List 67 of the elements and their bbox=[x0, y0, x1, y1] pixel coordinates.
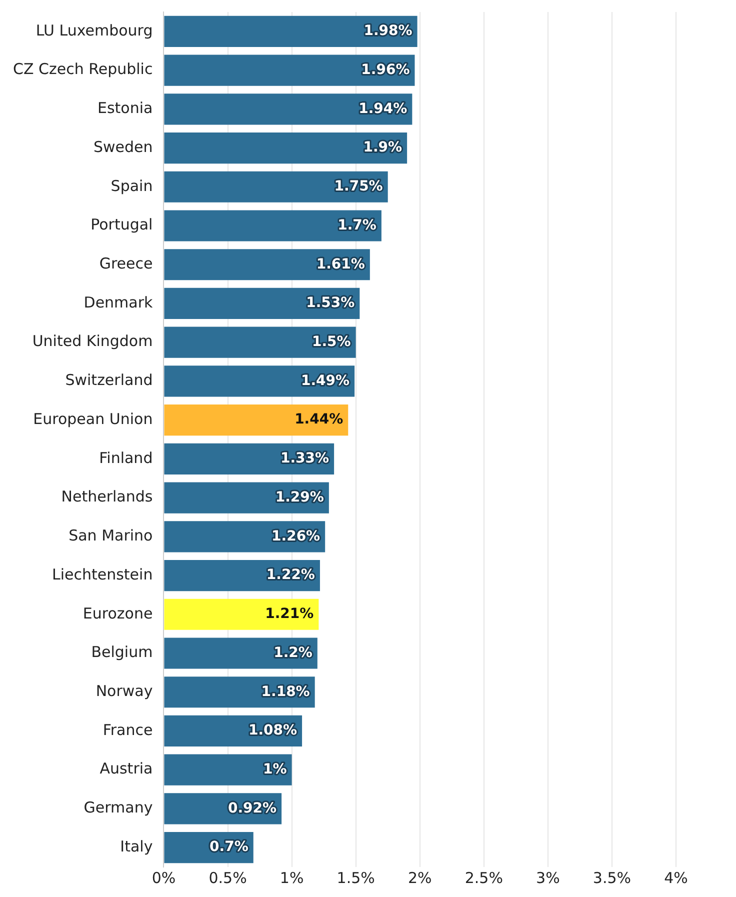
y-tick-label: LU Luxembourg bbox=[36, 21, 153, 40]
bar bbox=[164, 16, 418, 47]
data-label: 1.61% bbox=[316, 256, 365, 272]
bar bbox=[164, 210, 382, 242]
x-tick-label: 2% bbox=[408, 868, 432, 887]
data-label: 1.29% bbox=[275, 489, 324, 506]
bar bbox=[164, 132, 408, 164]
data-label: 1.49% bbox=[300, 372, 350, 389]
data-label: 1% bbox=[263, 761, 287, 778]
bar bbox=[164, 249, 370, 280]
bar bbox=[164, 404, 348, 436]
data-label: 1.94% bbox=[358, 100, 408, 117]
y-tick-label: Sweden bbox=[93, 138, 153, 156]
bar bbox=[164, 638, 318, 669]
data-label: 1.22% bbox=[266, 567, 315, 584]
y-tick-label: Switzerland bbox=[65, 371, 153, 390]
data-label: 1.21% bbox=[265, 606, 314, 622]
y-tick-label: Eurozone bbox=[82, 604, 153, 622]
y-tick-label: Greece bbox=[99, 254, 153, 273]
y-tick-label: Norway bbox=[96, 682, 153, 700]
data-label: 1.9% bbox=[363, 140, 402, 156]
y-tick-label: Belgium bbox=[91, 643, 153, 662]
y-tick-label: San Marino bbox=[68, 526, 153, 545]
data-label: 1.08% bbox=[248, 722, 298, 739]
bar bbox=[164, 94, 412, 125]
bar bbox=[164, 754, 292, 786]
y-tick-label: CZ Czech Republic bbox=[12, 60, 153, 78]
y-tick-label: Denmark bbox=[84, 293, 154, 312]
y-tick-label: Finland bbox=[99, 448, 153, 467]
data-label: 1.98% bbox=[364, 23, 412, 40]
data-label: 1.96% bbox=[361, 62, 410, 78]
data-label: 1.75% bbox=[334, 178, 383, 195]
y-tick-label: France bbox=[102, 720, 153, 739]
bar bbox=[164, 366, 355, 397]
y-tick-label: Netherlands bbox=[61, 488, 153, 506]
y-tick-label: Austria bbox=[100, 760, 153, 778]
x-tick-label: 1% bbox=[280, 868, 304, 887]
x-tick-label: 2.5% bbox=[464, 868, 503, 887]
y-tick-label: Italy bbox=[120, 837, 153, 856]
y-tick-label: Estonia bbox=[98, 99, 153, 118]
x-tick-label: 0.5% bbox=[208, 868, 247, 887]
y-tick-label: United Kingdom bbox=[32, 332, 153, 350]
bar bbox=[164, 326, 356, 358]
data-label: 0.7% bbox=[210, 839, 248, 856]
x-tick-label: 4% bbox=[664, 868, 688, 887]
data-label: 1.5% bbox=[312, 334, 351, 350]
bar bbox=[164, 598, 319, 630]
data-label: 1.26% bbox=[272, 528, 320, 544]
x-tick-label: 3% bbox=[536, 868, 560, 887]
data-label: 1.44% bbox=[294, 412, 344, 428]
bar bbox=[164, 288, 360, 320]
x-tick-label: 0% bbox=[152, 868, 176, 887]
y-tick-label: European Union bbox=[33, 410, 153, 428]
x-tick-label: 1.5% bbox=[336, 868, 375, 887]
x-tick-label: 3.5% bbox=[592, 868, 632, 887]
data-label: 1.2% bbox=[274, 644, 312, 661]
y-tick-label: Spain bbox=[110, 176, 153, 195]
bar bbox=[164, 171, 388, 202]
y-tick-label: Portugal bbox=[90, 216, 153, 234]
y-tick-label: Liechtenstein bbox=[52, 565, 153, 584]
data-label: 1.33% bbox=[280, 450, 330, 467]
data-label: 1.7% bbox=[338, 217, 376, 234]
data-label: 1.18% bbox=[261, 684, 310, 700]
data-label: 1.53% bbox=[306, 295, 355, 312]
data-label: 0.92% bbox=[228, 800, 277, 816]
bar bbox=[164, 54, 415, 86]
y-tick-label: Germany bbox=[84, 798, 153, 817]
